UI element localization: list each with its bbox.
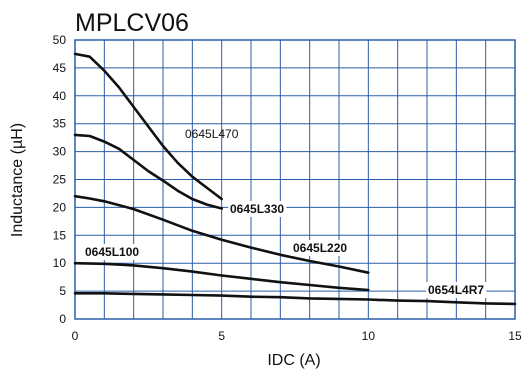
x-tick-label: 10: [362, 329, 376, 343]
y-tick-label: 10: [53, 256, 67, 270]
chart-title: MPLCV06: [75, 9, 189, 37]
series-label: 0645L330: [230, 202, 284, 216]
x-tick-label: 5: [218, 329, 225, 343]
y-tick-label: 25: [53, 173, 67, 187]
y-tick-label: 50: [53, 33, 67, 47]
series-line: [73, 261, 370, 292]
series-label-background: [83, 244, 142, 260]
series-label-background: [228, 201, 287, 217]
series-line: [73, 133, 223, 210]
series-line: [73, 52, 223, 201]
y-tick-label: 40: [53, 89, 67, 103]
series-label: 0645L220: [293, 241, 347, 255]
y-tick-label: 15: [53, 228, 67, 242]
y-axis-title: Inductance (µH): [9, 123, 26, 237]
series-layer: [73, 52, 517, 306]
y-tick-label: 5: [59, 284, 66, 298]
series-label-background: [426, 282, 487, 298]
x-axis-title: IDC (A): [267, 352, 320, 369]
series-label-background: [291, 240, 350, 256]
x-tick-label: 0: [72, 329, 79, 343]
tick-label-layer: 0 5 10 15 0 5 10 15 20 25 30 35 40 45 50: [53, 33, 522, 343]
series-line: [73, 194, 370, 274]
series-line: [73, 292, 517, 306]
series-label: 0654L4R7: [428, 283, 484, 297]
y-tick-label: 0: [59, 312, 66, 326]
x-tick-label: 15: [508, 329, 522, 343]
grid-layer: [74, 39, 516, 320]
y-tick-label: 30: [53, 145, 67, 159]
series-label: 0645L470: [185, 127, 239, 141]
y-tick-label: 20: [53, 200, 67, 214]
y-tick-label: 45: [53, 61, 67, 75]
y-tick-label: 35: [53, 117, 67, 131]
plot-frame: [74, 39, 516, 320]
series-label: 0645L100: [85, 245, 139, 259]
series-label-layer: 0645L470 0645L330 0645L220 0645L100 0654L4R7: [83, 127, 487, 298]
